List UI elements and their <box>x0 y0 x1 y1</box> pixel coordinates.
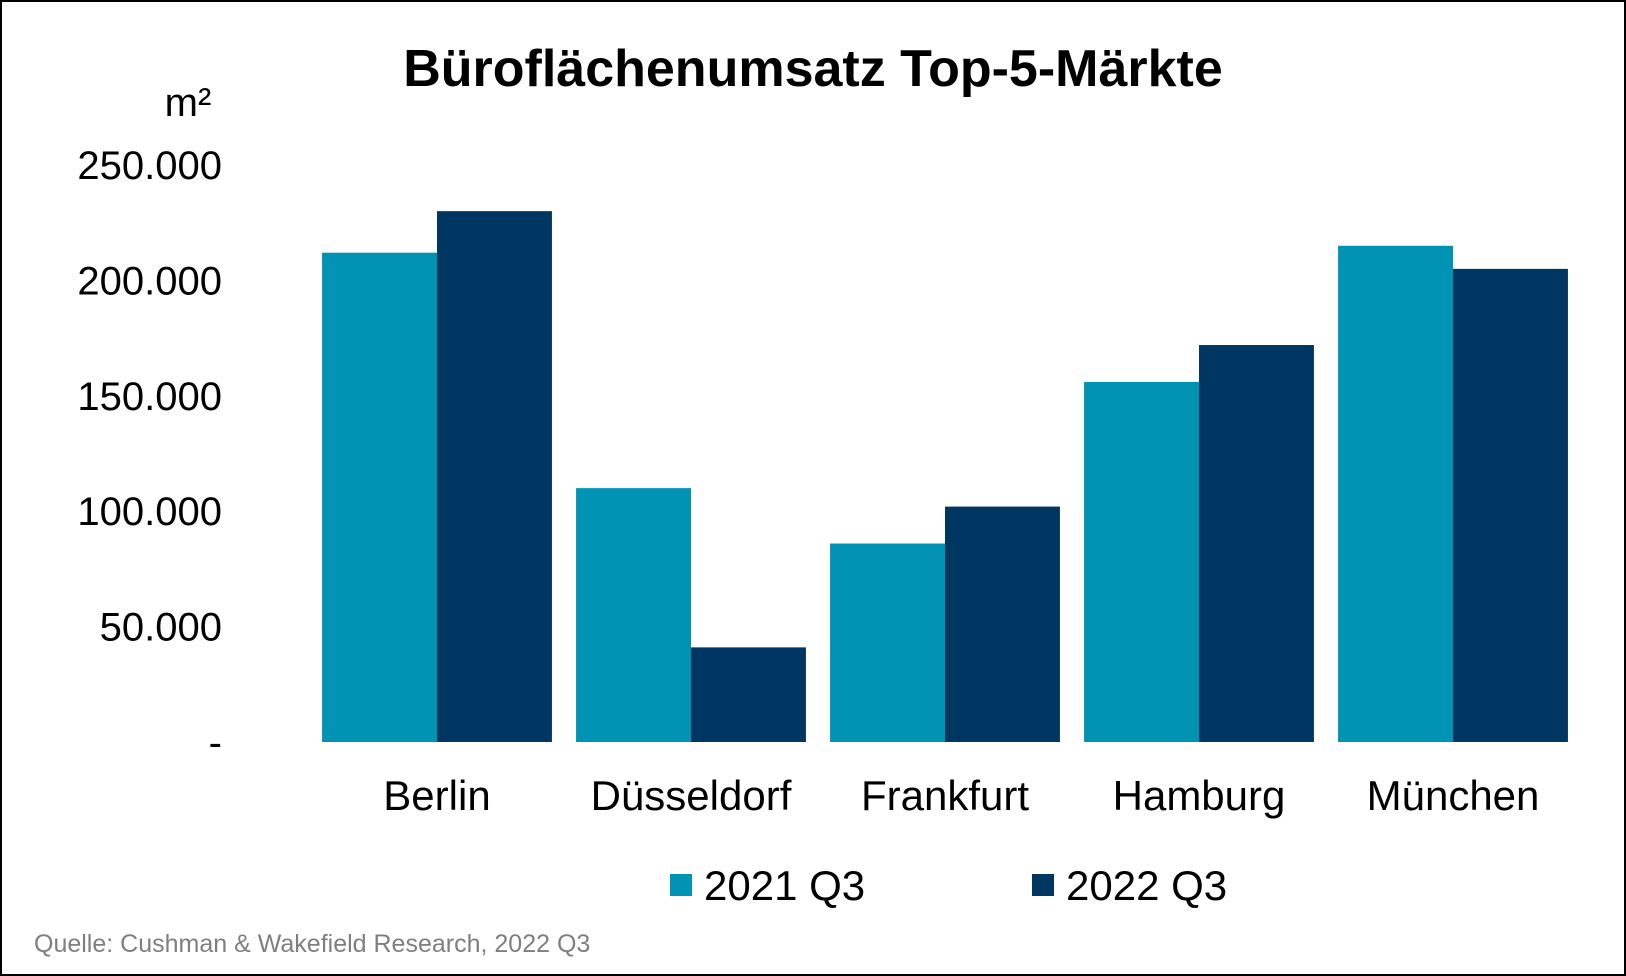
y-tick-label: 250.000 <box>77 144 222 188</box>
y-tick-label: 200.000 <box>77 259 222 303</box>
x-axis-labels: Berlin Düsseldorf Frankfurt Hamburg München <box>383 772 1539 819</box>
chart-title: Büroflächenumsatz Top-5-Märkte <box>403 40 1223 98</box>
y-tick-label: 150.000 <box>77 375 222 419</box>
bar-hamburg-2022-q3 <box>1199 345 1314 742</box>
x-tick-label: Berlin <box>383 772 490 819</box>
x-tick-label: Frankfurt <box>861 772 1029 819</box>
legend-label: 2022 Q3 <box>1066 862 1227 909</box>
bar-berlin-2022-q3 <box>437 211 552 742</box>
legend: 2021 Q3 2022 Q3 <box>670 862 1227 909</box>
bar-frankfurt-2022-q3 <box>945 506 1060 742</box>
bar-düsseldorf-2022-q3 <box>691 647 806 742</box>
bars <box>322 211 1568 743</box>
source-note: Quelle: Cushman & Wakefield Research, 20… <box>34 930 590 958</box>
bar-düsseldorf-2021-q3 <box>576 488 691 742</box>
bar-frankfurt-2021-q3 <box>830 543 945 742</box>
y-axis-ticks: - 50.000 100.000 150.000 200.000 250.000 <box>77 144 222 765</box>
bar-münchen-2022-q3 <box>1453 268 1568 742</box>
legend-swatch <box>1032 874 1054 896</box>
bar-münchen-2021-q3 <box>1338 245 1453 742</box>
y-tick-label: 50.000 <box>100 606 222 650</box>
y-tick-label: - <box>209 721 222 765</box>
bar-hamburg-2021-q3 <box>1084 381 1199 742</box>
y-tick-label: 100.000 <box>77 490 222 534</box>
x-tick-label: Düsseldorf <box>591 772 792 819</box>
y-axis-unit: m² <box>165 81 212 125</box>
x-tick-label: Hamburg <box>1113 772 1286 819</box>
bar-berlin-2021-q3 <box>322 252 437 743</box>
legend-swatch <box>670 874 692 896</box>
legend-label: 2021 Q3 <box>704 862 865 909</box>
x-tick-label: München <box>1367 772 1540 819</box>
